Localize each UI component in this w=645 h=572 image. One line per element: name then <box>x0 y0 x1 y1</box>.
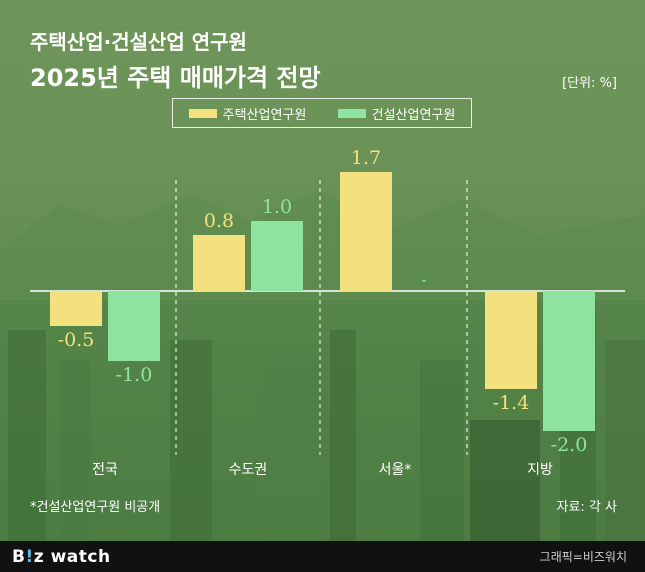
data-label-1-3: 1.7 <box>351 147 381 169</box>
category-label-1: 전국 <box>92 462 118 478</box>
footnote: *건설산업연구원 비공개 <box>30 500 161 515</box>
bar-1-4 <box>485 291 537 389</box>
category-label-3: 서울* <box>379 462 412 478</box>
graphic-credit: 그래픽=비즈워치 <box>539 550 627 564</box>
source-note: 자료: 각 사 <box>556 500 618 515</box>
legend-swatch-series2 <box>337 108 366 118</box>
bar-2-2 <box>251 221 303 291</box>
bar-1-2 <box>193 235 245 291</box>
legend-label-series2: 건설산업연구원 <box>371 107 456 123</box>
legend-swatch-series1 <box>188 108 217 118</box>
data-label-2-1: -1.0 <box>116 364 153 386</box>
bar-1-3 <box>340 172 392 291</box>
category-label-4: 지방 <box>527 462 553 478</box>
legend-item-series1: 주택산업연구원 <box>188 104 307 123</box>
legend: 주택산업연구원 건설산업연구원 <box>172 98 472 128</box>
data-label-1-2: 0.8 <box>204 210 234 232</box>
data-label-1-1: -0.5 <box>58 329 95 351</box>
city-skyline-background <box>0 190 645 541</box>
bar-2-4 <box>543 291 595 431</box>
data-label-1-4: -1.4 <box>493 392 530 414</box>
chart-title-line2: 2025년 주택 매매가격 전망 <box>30 64 321 92</box>
bar-chart: -0.5 0.8 1.7 -1.4 -1.0 1.0 - -2.0 전국 수도권 서울* 지방 <box>50 147 595 478</box>
data-label-2-2: 1.0 <box>262 196 292 218</box>
category-label-2: 수도권 <box>229 462 268 478</box>
legend-label-series1: 주택산업연구원 <box>222 107 307 123</box>
data-label-2-4: -2.0 <box>551 434 588 456</box>
bizwatch-logo: B!z watch <box>12 546 111 567</box>
bar-2-1 <box>108 291 160 361</box>
unit-label: [단위: %] <box>562 76 617 91</box>
bar-1-1 <box>50 291 102 326</box>
legend-item-series2: 건설산업연구원 <box>337 104 456 123</box>
data-label-2-3: - <box>421 270 426 289</box>
footer-bar: B!z watch 그래픽=비즈워치 <box>0 541 645 572</box>
chart-title-line1: 주택산업·건설산업 연구원 <box>30 30 247 54</box>
